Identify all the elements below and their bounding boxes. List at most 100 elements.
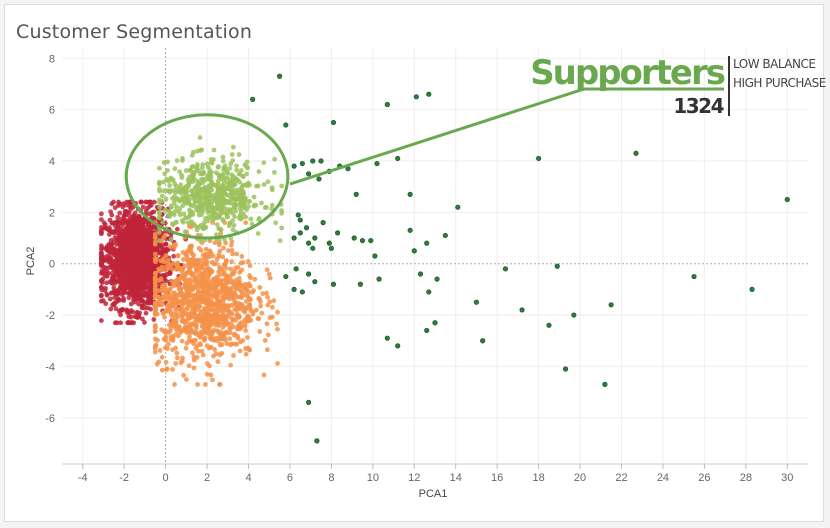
y-tick-label: -6 <box>45 413 55 425</box>
data-point <box>188 202 194 208</box>
data-point <box>161 160 167 165</box>
data-point <box>174 350 180 356</box>
data-point <box>168 236 174 242</box>
x-tick-label: 22 <box>615 472 627 484</box>
data-point <box>250 311 256 317</box>
data-point <box>98 256 104 262</box>
data-point <box>117 210 123 216</box>
data-point <box>179 158 185 163</box>
data-point <box>258 303 264 309</box>
data-point <box>192 198 198 204</box>
data-point <box>156 186 162 192</box>
data-point <box>112 289 117 294</box>
data-point <box>166 178 172 184</box>
data-point <box>165 188 171 194</box>
data-point <box>144 265 150 271</box>
data-point <box>216 277 222 283</box>
data-point <box>167 183 173 189</box>
data-point <box>253 307 259 313</box>
data-point <box>197 303 203 309</box>
data-point <box>199 284 205 290</box>
data-point <box>217 174 223 180</box>
data-point <box>299 289 305 295</box>
data-point <box>156 211 162 217</box>
data-point <box>204 259 210 265</box>
data-point <box>234 177 240 183</box>
data-point <box>233 294 239 299</box>
x-axis-label: PCA1 <box>419 488 448 500</box>
data-point <box>144 253 150 259</box>
data-point <box>247 273 252 278</box>
data-point <box>125 245 131 251</box>
data-point <box>213 293 219 298</box>
data-point <box>372 253 378 259</box>
data-point <box>183 345 189 351</box>
data-point <box>111 199 116 205</box>
data-point <box>190 163 196 169</box>
data-point <box>204 266 209 272</box>
data-point <box>109 212 115 218</box>
data-point <box>106 232 112 237</box>
data-point <box>172 303 177 309</box>
data-point <box>277 238 283 243</box>
data-point <box>161 179 167 185</box>
data-point <box>237 212 243 218</box>
data-point <box>164 367 169 372</box>
data-point <box>207 196 213 202</box>
data-point <box>204 343 210 349</box>
data-point <box>245 345 251 351</box>
data-point <box>189 152 195 158</box>
data-point <box>101 220 107 226</box>
data-point <box>152 323 158 329</box>
data-point <box>562 366 569 372</box>
data-point <box>116 266 122 272</box>
data-point <box>171 200 177 206</box>
data-point <box>442 232 448 239</box>
data-point <box>107 259 112 265</box>
data-point <box>261 372 267 378</box>
data-point <box>169 266 175 272</box>
data-point <box>283 122 289 128</box>
data-point <box>691 273 697 280</box>
data-point <box>411 248 417 254</box>
data-point <box>105 271 111 277</box>
data-point <box>179 218 185 223</box>
data-point <box>131 237 137 243</box>
data-point <box>128 256 134 262</box>
data-point <box>256 316 262 322</box>
data-point <box>178 360 184 366</box>
data-point <box>297 230 303 236</box>
data-point <box>151 216 157 222</box>
data-point <box>126 217 132 223</box>
data-point <box>116 199 121 205</box>
data-point <box>180 299 185 305</box>
data-point <box>100 298 106 304</box>
data-point <box>188 249 194 255</box>
data-point <box>166 341 171 347</box>
data-point <box>432 320 438 326</box>
data-point <box>163 248 168 253</box>
data-point <box>126 314 132 319</box>
data-point <box>205 204 211 210</box>
data-point <box>163 207 168 213</box>
data-point <box>213 322 219 328</box>
data-point <box>172 381 177 387</box>
data-point <box>193 330 199 336</box>
data-point <box>225 214 231 220</box>
data-point <box>172 166 178 172</box>
data-point <box>184 215 190 221</box>
data-point <box>194 227 200 233</box>
data-point <box>199 176 204 182</box>
data-point <box>228 242 234 248</box>
data-point <box>217 213 222 219</box>
data-point <box>124 275 130 281</box>
data-point <box>159 193 165 199</box>
data-point <box>269 202 275 208</box>
data-point <box>124 265 130 270</box>
data-point <box>196 199 202 205</box>
data-point <box>163 241 169 247</box>
data-point <box>112 205 118 211</box>
data-point <box>234 283 240 288</box>
data-point <box>132 295 137 301</box>
data-point <box>220 196 226 202</box>
